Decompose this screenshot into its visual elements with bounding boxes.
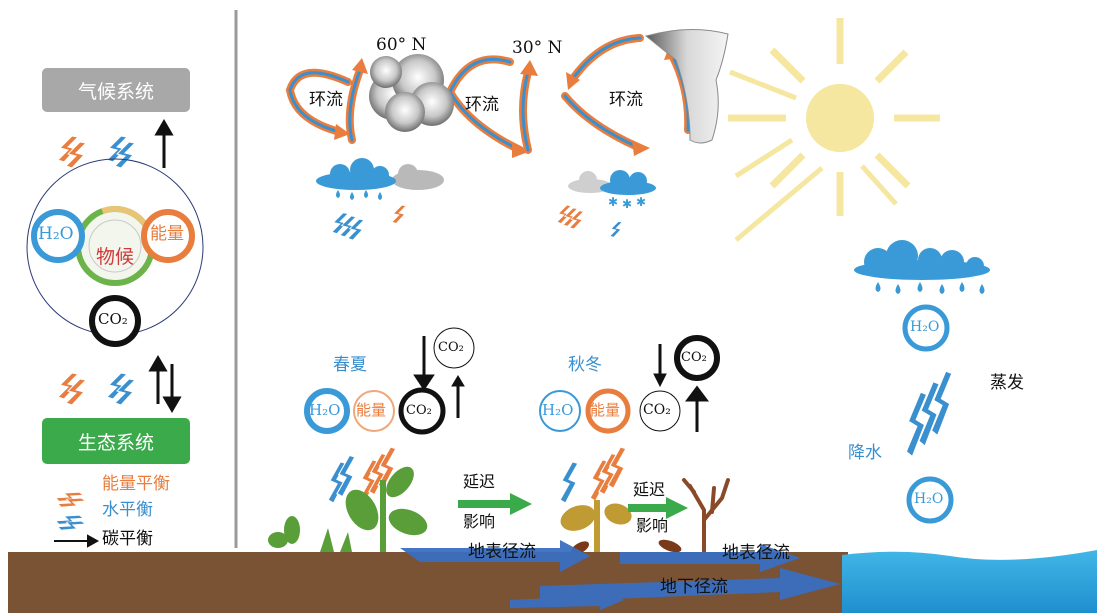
h2o-label: H₂O — [914, 491, 944, 507]
svg-text:✱: ✱ — [636, 195, 646, 209]
svg-text:✱: ✱ — [608, 195, 618, 209]
carbon-arrow-icon — [154, 119, 174, 168]
snow-cloud-icon: ✱ ✱ ✱ — [568, 170, 656, 211]
circulation-arrowheads — [334, 44, 680, 158]
spring-summer-group — [268, 327, 475, 552]
water-zigzag-icon — [559, 460, 579, 505]
energy-ring — [585, 388, 631, 434]
influence-label: 影响 — [636, 516, 669, 535]
cloud-tower-icon — [644, 29, 729, 144]
rain-cloud-icon — [316, 158, 444, 200]
carbon-release-arrow — [653, 344, 709, 432]
evaporation-zigzag-icon — [904, 369, 954, 459]
autumn-winter-label: 秋冬 — [568, 355, 602, 375]
water-zigzag-icon — [609, 221, 623, 238]
energy-balance-key-icon — [54, 486, 87, 513]
autumn-winter-group — [539, 335, 730, 555]
h2o-ring — [31, 209, 85, 263]
water-zigzag-icon — [106, 135, 136, 169]
water-balance-key-icon — [54, 509, 87, 536]
energy-zigzag-icon — [556, 204, 584, 230]
water-balance-label: 水平衡 — [102, 500, 153, 520]
delay-label: 延迟 — [463, 472, 496, 491]
climate-system-box — [42, 68, 190, 112]
carbon-exchange-icon — [148, 355, 182, 413]
influence-label: 影响 — [463, 512, 496, 531]
co2-small-ring — [433, 327, 475, 369]
water-zigzag-icon — [106, 372, 136, 406]
co2-ring — [398, 387, 446, 435]
evaporation-label: 蒸发 — [990, 373, 1024, 393]
water-zigzag-icon — [331, 212, 365, 241]
water-cycle — [854, 240, 990, 524]
precipitation-label: 降水 — [848, 443, 882, 463]
energy-zigzag-icon — [391, 204, 407, 224]
carbon-balance-label: 碳平衡 — [102, 529, 153, 549]
h2o-ring — [539, 390, 581, 432]
h2o-ring — [304, 388, 350, 434]
delay-label: 延迟 — [633, 480, 666, 499]
h2o-label: H₂O — [910, 319, 940, 335]
surface-runoff-label: 地表径流 — [468, 542, 536, 562]
co2-label: CO₂ — [98, 310, 128, 328]
co2-ring — [639, 390, 681, 432]
co2-label: CO₂ — [681, 350, 707, 365]
energy-label: 能量 — [150, 224, 184, 244]
co2-label: CO₂ — [643, 402, 671, 418]
svg-text:✱: ✱ — [622, 197, 632, 211]
energy-ring — [353, 390, 395, 432]
circulation-label: 环流 — [309, 90, 343, 110]
rain-cloud-icon — [854, 240, 990, 294]
green-plant-icon — [268, 466, 428, 552]
latitude-30-label: 30° N — [512, 38, 563, 58]
h2o-label: H₂O — [309, 401, 341, 419]
ecosystem-box — [42, 418, 190, 464]
storm-cloud-icon — [369, 54, 454, 132]
energy-ring — [141, 209, 195, 263]
h2o-label: H₂O — [542, 401, 574, 419]
co2-label: CO₂ — [406, 403, 432, 418]
energy-zigzag-icon — [57, 135, 87, 169]
co2-label: CO₂ — [438, 340, 464, 355]
bare-tree-icon — [682, 478, 730, 554]
h2o-label: H₂O — [38, 224, 74, 244]
co2-large-ring — [674, 335, 720, 381]
atmosphere: ✱ ✱ ✱ — [285, 29, 729, 241]
h2o-ring — [906, 476, 954, 524]
climate-system-label: 气候系统 — [77, 81, 154, 103]
sun-icon — [728, 18, 940, 242]
delay-arrow — [458, 493, 688, 519]
energy-zigzag-icon — [589, 445, 627, 503]
phenology-label: 物候 — [96, 246, 135, 268]
legend-panel — [26, 68, 204, 548]
surface-runoff-label: 地表径流 — [722, 543, 790, 563]
circulation-label: 环流 — [465, 95, 499, 115]
water-body — [842, 550, 1097, 613]
carbon-uptake-arrow — [413, 336, 465, 418]
spring-summer-label: 春夏 — [333, 355, 367, 375]
h2o-ring — [902, 304, 950, 352]
energy-zigzag-icon — [57, 372, 87, 406]
latitude-60-label: 60° N — [376, 35, 427, 55]
runoff-arrows — [400, 540, 840, 610]
ecosystem-label: 生态系统 — [77, 432, 154, 454]
autumn-plant-icon — [560, 500, 632, 552]
energy-label: 能量 — [356, 401, 387, 419]
circulation-label: 环流 — [609, 90, 643, 110]
subsurface-runoff-label: 地下径流 — [660, 577, 728, 597]
energy-label: 能量 — [590, 401, 621, 419]
carbon-balance-key-icon — [54, 534, 100, 548]
energy-balance-label: 能量平衡 — [102, 474, 170, 494]
co2-ring — [89, 295, 141, 347]
